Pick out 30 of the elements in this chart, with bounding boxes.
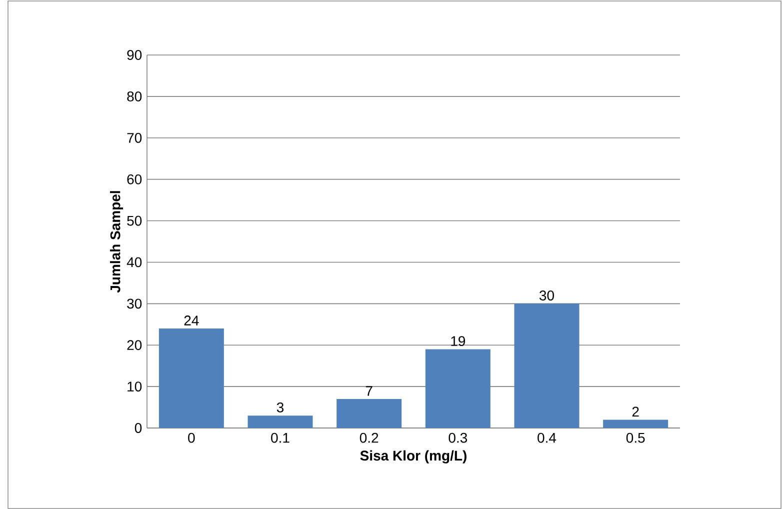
bar	[425, 349, 490, 428]
y-tick-label: 10	[128, 382, 142, 392]
y-tick-label: 30	[127, 298, 142, 309]
y-tick-label: 20	[127, 340, 142, 350]
bar	[603, 420, 668, 428]
data-label: 30	[539, 290, 554, 300]
y-tick-label: 80	[127, 91, 142, 102]
data-label: 19	[451, 336, 466, 346]
y-tick-label: 40	[126, 257, 142, 268]
y-tick-label: 60	[127, 174, 142, 184]
y-axis-title: Jumlah Sampel	[110, 191, 124, 293]
data-label: 2	[632, 406, 639, 417]
x-tick-label: 0	[188, 432, 195, 443]
data-label: 24	[184, 316, 199, 326]
y-tick-label: 0	[134, 423, 142, 433]
bar	[514, 304, 580, 428]
x-tick-label: 0.1	[271, 432, 290, 443]
data-label: 3	[276, 402, 284, 412]
bar	[336, 398, 402, 428]
x-tick-label: 0.4	[538, 432, 556, 443]
y-tick-label: 70	[127, 132, 142, 143]
x-tick-label: 0.2	[360, 432, 378, 443]
data-label: 7	[366, 386, 372, 396]
x-axis-title: Sisa Klor (mg/L)	[360, 450, 466, 464]
x-tick-label: 0.3	[448, 432, 468, 443]
bar	[158, 328, 224, 428]
x-tick-label: 0.5	[626, 432, 645, 443]
y-tick-label: 90	[127, 50, 142, 60]
y-tick-label: 50	[127, 216, 142, 226]
bar	[248, 416, 313, 428]
